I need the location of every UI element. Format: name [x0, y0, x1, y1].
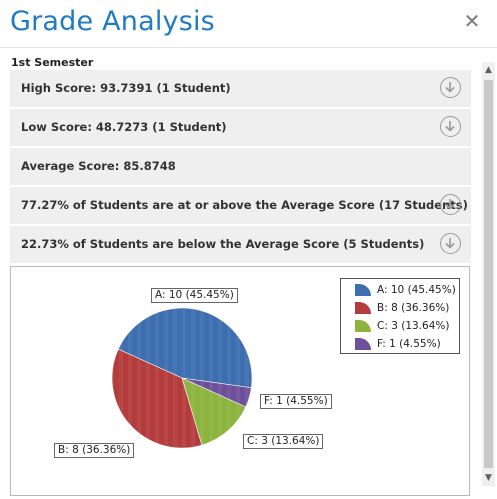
- legend-label: A: 10 (45.45%): [377, 284, 456, 296]
- legend-swatch: [355, 284, 371, 296]
- pie-slice-b: [111, 348, 203, 449]
- download-icon[interactable]: [440, 194, 461, 215]
- stat-row-average-score: Average Score: 85.8748: [10, 148, 471, 186]
- legend-label: F: 1 (4.55%): [377, 338, 441, 350]
- scroll-up-arrow-icon[interactable]: ▲: [485, 65, 492, 75]
- slice-label-f: F: 1 (4.55%): [260, 394, 332, 409]
- slice-label-c: C: 3 (13.64%): [243, 434, 324, 449]
- stat-row-below: 22.73% of Students are below the Average…: [10, 226, 471, 264]
- stat-label: 77.27% of Students are at or above the A…: [21, 198, 468, 212]
- legend-swatch: [355, 338, 371, 350]
- scroll-down-arrow-icon[interactable]: ▼: [485, 473, 492, 483]
- stat-label: Average Score: 85.8748: [21, 159, 176, 173]
- download-icon[interactable]: [440, 116, 461, 137]
- pie-svg: [110, 307, 253, 449]
- legend-swatch: [355, 302, 371, 314]
- pie-slice-c: [181, 377, 247, 446]
- legend-label: C: 3 (13.64%): [377, 320, 450, 332]
- close-icon[interactable]: ✕: [463, 9, 481, 33]
- stat-row-high-score: High Score: 93.7391 (1 Student): [10, 70, 471, 108]
- scrollbar-thumb[interactable]: [484, 80, 493, 468]
- chart-legend: A: 10 (45.45%) B: 8 (36.36%) C: 3 (13.64…: [340, 278, 460, 354]
- pie-slice-a: [117, 307, 253, 389]
- stat-label: High Score: 93.7391 (1 Student): [21, 81, 231, 95]
- stat-row-at-or-above: 77.27% of Students are at or above the A…: [10, 187, 471, 225]
- download-icon[interactable]: [440, 233, 461, 254]
- dialog-title: Grade Analysis: [10, 6, 215, 37]
- semester-heading: 1st Semester: [11, 56, 94, 69]
- slice-label-a: A: 10 (45.45%): [151, 288, 238, 303]
- stat-label: Low Score: 48.7273 (1 Student): [21, 120, 227, 134]
- legend-swatch: [355, 320, 371, 332]
- slice-label-b: B: 8 (36.36%): [54, 443, 135, 458]
- download-icon[interactable]: [440, 77, 461, 98]
- stats-list: High Score: 93.7391 (1 Student) Low Scor…: [10, 70, 471, 265]
- stat-label: 22.73% of Students are below the Average…: [21, 237, 425, 251]
- stat-row-low-score: Low Score: 48.7273 (1 Student): [10, 109, 471, 147]
- title-divider: [0, 47, 497, 48]
- vertical-scrollbar[interactable]: ▲ ▼: [482, 62, 495, 486]
- pie-slice-f: [181, 377, 252, 408]
- legend-label: B: 8 (36.36%): [377, 302, 450, 314]
